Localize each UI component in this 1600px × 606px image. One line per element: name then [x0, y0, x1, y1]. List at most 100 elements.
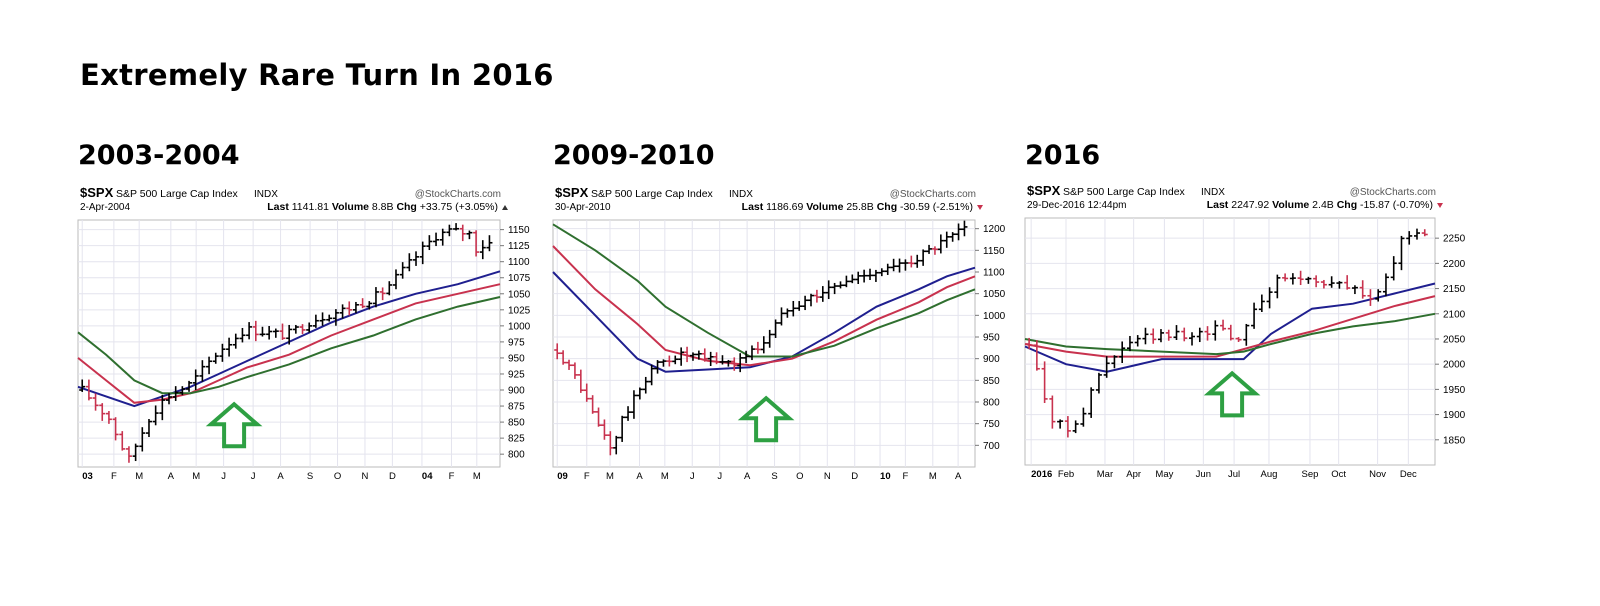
ohlc-bar: [346, 301, 353, 316]
ohlc-bar: [319, 312, 326, 326]
x-tick-label: Jul: [1228, 469, 1240, 480]
x-tick-label: Mar: [1097, 469, 1113, 480]
ohlc-bar: [601, 419, 608, 440]
x-tick-label: 09: [557, 471, 568, 482]
chg-direction-icon: [977, 205, 983, 210]
ohlc-bar: [359, 298, 366, 309]
ohlc-bar: [219, 343, 226, 362]
quote-date: 30-Apr-2010: [555, 202, 611, 213]
ohlc-bar: [766, 329, 773, 348]
x-tick-label: Feb: [1058, 469, 1074, 480]
ohlc-bar: [630, 390, 637, 419]
y-tick-label: 2200: [1443, 259, 1466, 270]
ohlc-bar: [159, 394, 166, 421]
ohlc-bar: [453, 223, 460, 231]
ohlc-bar: [392, 269, 399, 290]
ohlc-bar: [1375, 289, 1382, 302]
ohlc-bar: [1212, 320, 1219, 341]
ohlc-bar: [459, 224, 466, 242]
y-tick-label: 2250: [1443, 234, 1466, 245]
x-tick-label: J: [251, 471, 256, 482]
ohlc-bar: [1204, 326, 1211, 341]
ohlc-bar: [1282, 273, 1289, 282]
ohlc-bar: [1041, 361, 1048, 403]
ohlc-bar: [613, 435, 620, 455]
index-name: S&P 500 Large Cap Index: [591, 188, 714, 200]
ohlc-bar: [672, 355, 679, 365]
quote-date: 2-Apr-2004: [80, 202, 130, 213]
ohlc-bar: [725, 359, 732, 367]
ohlc-bar: [1305, 276, 1312, 284]
ohlc-bar: [112, 417, 119, 441]
ma-slow-line: [77, 296, 501, 395]
x-tick-label: F: [111, 471, 117, 482]
x-tick-label: A: [168, 471, 175, 482]
y-tick-label: 850: [983, 376, 1000, 387]
y-tick-label: 950: [508, 353, 525, 364]
period-title-2016: 2016: [1025, 140, 1101, 171]
x-tick-label: M: [606, 471, 614, 482]
y-tick-label: 2150: [1443, 284, 1466, 295]
ohlc-bar: [790, 300, 797, 317]
x-tick-label: O: [334, 471, 341, 482]
ohlc-bar: [707, 351, 714, 366]
y-tick-label: 2000: [1443, 360, 1466, 371]
period-title-2009: 2009-2010: [553, 140, 715, 171]
ohlc-bar: [737, 353, 744, 373]
ohlc-bar: [326, 314, 333, 322]
ohlc-bar: [212, 352, 219, 364]
ohlc-bar: [1064, 416, 1071, 438]
ohlc-bar: [855, 271, 862, 284]
x-tick-label: D: [389, 471, 396, 482]
y-tick-label: 700: [983, 441, 1000, 452]
ohlc-bar: [778, 307, 785, 326]
ohlc-bar: [413, 251, 420, 266]
ohlc-bar: [1057, 419, 1064, 429]
ohlc-bar: [837, 281, 844, 289]
ohlc-bar: [1165, 329, 1172, 341]
ohlc-bar: [1406, 231, 1413, 245]
ohlc-bar: [802, 295, 809, 311]
ohlc-bar: [571, 362, 578, 379]
ohlc-bar: [372, 287, 379, 308]
ohlc-bar: [1359, 280, 1366, 299]
x-tick-label: Nov: [1369, 469, 1386, 480]
ohlc-bar: [1258, 294, 1265, 313]
ohlc-bar: [399, 262, 406, 279]
ohlc-bar: [292, 324, 299, 334]
ohlc-bar: [1196, 327, 1203, 343]
ohlc-bar: [266, 326, 273, 340]
page-title: Extremely Rare Turn In 2016: [80, 58, 554, 92]
exchange: INDX: [254, 189, 278, 200]
ohlc-bar: [867, 268, 874, 281]
ohlc-bar: [849, 274, 856, 284]
ohlc-bar: [1134, 335, 1141, 347]
ohlc-bar: [654, 360, 661, 374]
ohlc-bar: [139, 427, 146, 452]
ohlc-bar: [743, 350, 750, 364]
x-tick-label: J: [690, 471, 695, 482]
ohlc-bar: [748, 345, 755, 361]
ohlc-bar: [199, 360, 206, 382]
ma-slow-line: [552, 223, 976, 358]
ma-fast-line: [1024, 282, 1436, 373]
exchange: INDX: [729, 189, 753, 200]
ohlc-bar: [1095, 372, 1102, 394]
y-tick-label: 825: [508, 434, 525, 445]
ohlc-bar: [908, 255, 915, 268]
ohlc-bar: [433, 232, 440, 247]
ohlc-bar: [896, 258, 903, 273]
x-tick-label: A: [744, 471, 751, 482]
x-tick-label: M: [192, 471, 200, 482]
y-tick-label: 1050: [983, 289, 1006, 300]
ohlc-bar: [754, 341, 761, 354]
ohlc-bar: [566, 359, 573, 370]
x-tick-label: 2016: [1031, 469, 1052, 480]
ohlc-bar: [678, 347, 685, 366]
ma-slow-line: [1024, 312, 1436, 356]
index-name: S&P 500 Large Cap Index: [116, 188, 239, 200]
ohlc-bar: [713, 352, 720, 365]
ohlc-bar: [426, 235, 433, 251]
ohlc-bar: [312, 314, 319, 328]
x-tick-label: S: [771, 471, 777, 482]
